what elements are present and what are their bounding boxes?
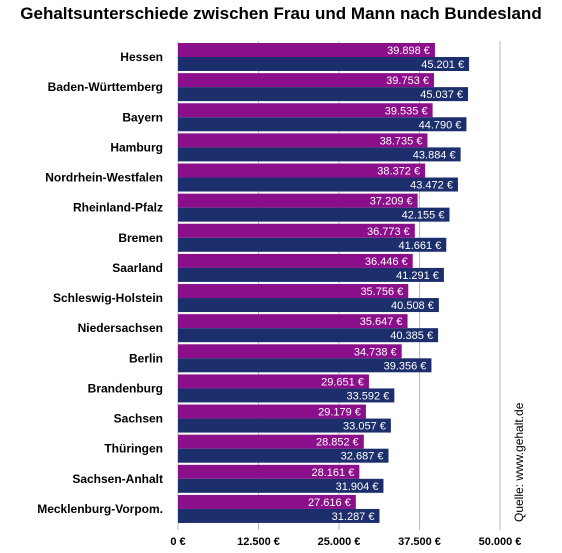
bar — [178, 284, 409, 299]
bar-value-label: 38.372 € — [377, 166, 420, 178]
bar-value-label: 32.687 € — [341, 451, 384, 463]
bar — [178, 388, 395, 403]
bar-value-label: 40.385 € — [390, 330, 433, 342]
category-label: Sachsen — [114, 412, 163, 426]
bar-value-label: 39.356 € — [384, 360, 427, 372]
source-label: Quelle: www.gehalt.de — [512, 402, 526, 522]
category-label: Mecklenburg-Vorpom. — [37, 502, 163, 516]
bar-value-label: 35.647 € — [360, 316, 403, 328]
bar-value-label: 41.291 € — [396, 270, 439, 282]
bar — [178, 163, 426, 178]
labels: 0 € 12.500 € 25.000 € 37.500 € 50.000 € Hesse… — [37, 45, 521, 548]
x-tick-label: 25.000 € — [318, 536, 361, 548]
chart-title: Gehaltsunterschiede zwischen Frau und Ma… — [20, 4, 542, 23]
bar-value-label: 42.155 € — [402, 210, 445, 222]
bar — [178, 103, 433, 118]
bar — [178, 267, 444, 282]
bar-value-label: 38.735 € — [380, 135, 423, 147]
bar-value-label: 36.446 € — [365, 256, 408, 268]
bar — [178, 57, 470, 71]
x-tick-label: 12.500 € — [237, 536, 280, 548]
category-label: Saarland — [112, 261, 163, 275]
bar — [178, 43, 435, 57]
category-label: Berlin — [129, 351, 163, 365]
category-label: Schleswig-Holstein — [53, 291, 163, 305]
bar-value-label: 41.661 € — [398, 240, 441, 252]
bar — [178, 177, 458, 192]
bars — [178, 43, 470, 523]
bar — [178, 478, 384, 493]
category-label: Nordrhein-Westfalen — [45, 171, 163, 185]
bar — [178, 298, 439, 313]
bar-value-label: 31.287 € — [332, 511, 375, 523]
bar — [178, 448, 389, 463]
bar — [178, 418, 391, 433]
bar-value-label: 33.057 € — [343, 421, 386, 433]
category-label: Niedersachsen — [78, 321, 163, 335]
category-label: Brandenburg — [88, 381, 163, 395]
bar — [178, 73, 435, 88]
x-tick-label: 50.000 € — [479, 536, 522, 548]
bar-value-label: 31.904 € — [336, 481, 379, 493]
bar-value-label: 33.592 € — [347, 390, 390, 402]
bar-value-label: 39.898 € — [387, 45, 430, 57]
bar — [178, 193, 418, 208]
category-label: Sachsen-Anhalt — [72, 472, 163, 486]
bar-value-label: 29.651 € — [321, 376, 364, 388]
bar-value-label: 37.209 € — [370, 196, 413, 208]
bar-value-label: 28.852 € — [316, 437, 359, 449]
bar — [178, 374, 369, 389]
bar-value-label: 39.535 € — [385, 105, 428, 117]
x-tick-label: 0 € — [170, 536, 185, 548]
bar-value-label: 39.753 € — [386, 75, 429, 87]
bar-value-label: 40.508 € — [391, 300, 434, 312]
category-label: Hessen — [120, 50, 163, 64]
bar-value-label: 29.179 € — [318, 407, 361, 419]
bar — [178, 223, 415, 238]
bar-value-label: 45.037 € — [420, 89, 463, 101]
bar — [178, 207, 450, 222]
bar — [178, 87, 469, 102]
bar — [178, 358, 432, 373]
bar-value-label: 45.201 € — [421, 59, 464, 71]
bar-value-label: 28.161 € — [312, 467, 355, 479]
bar-value-label: 34.738 € — [354, 346, 397, 358]
bar-value-label: 27.616 € — [308, 497, 351, 509]
bar — [178, 147, 461, 162]
category-label: Bayern — [122, 110, 163, 124]
bar — [178, 404, 366, 419]
bar — [178, 494, 356, 509]
category-label: Rheinland-Pfalz — [73, 201, 163, 215]
bar — [178, 344, 402, 359]
bar — [178, 328, 439, 343]
x-tick-label: 37.500 € — [398, 536, 441, 548]
bar — [178, 508, 380, 523]
bar-value-label: 43.884 € — [413, 149, 456, 161]
bar — [178, 237, 447, 252]
bar — [178, 434, 364, 449]
bar-value-label: 44.790 € — [419, 119, 462, 131]
category-label: Bremen — [118, 231, 163, 245]
bar — [178, 314, 408, 329]
bar-value-label: 36.773 € — [367, 226, 410, 238]
bar-value-label: 43.472 € — [410, 180, 453, 192]
bar — [178, 253, 413, 268]
bar-value-label: 35.756 € — [360, 286, 403, 298]
bar — [178, 464, 360, 479]
category-label: Hamburg — [110, 140, 163, 154]
bar — [178, 133, 428, 148]
category-label: Thüringen — [104, 442, 163, 456]
bar — [178, 117, 467, 132]
category-label: Baden-Württemberg — [48, 80, 163, 94]
